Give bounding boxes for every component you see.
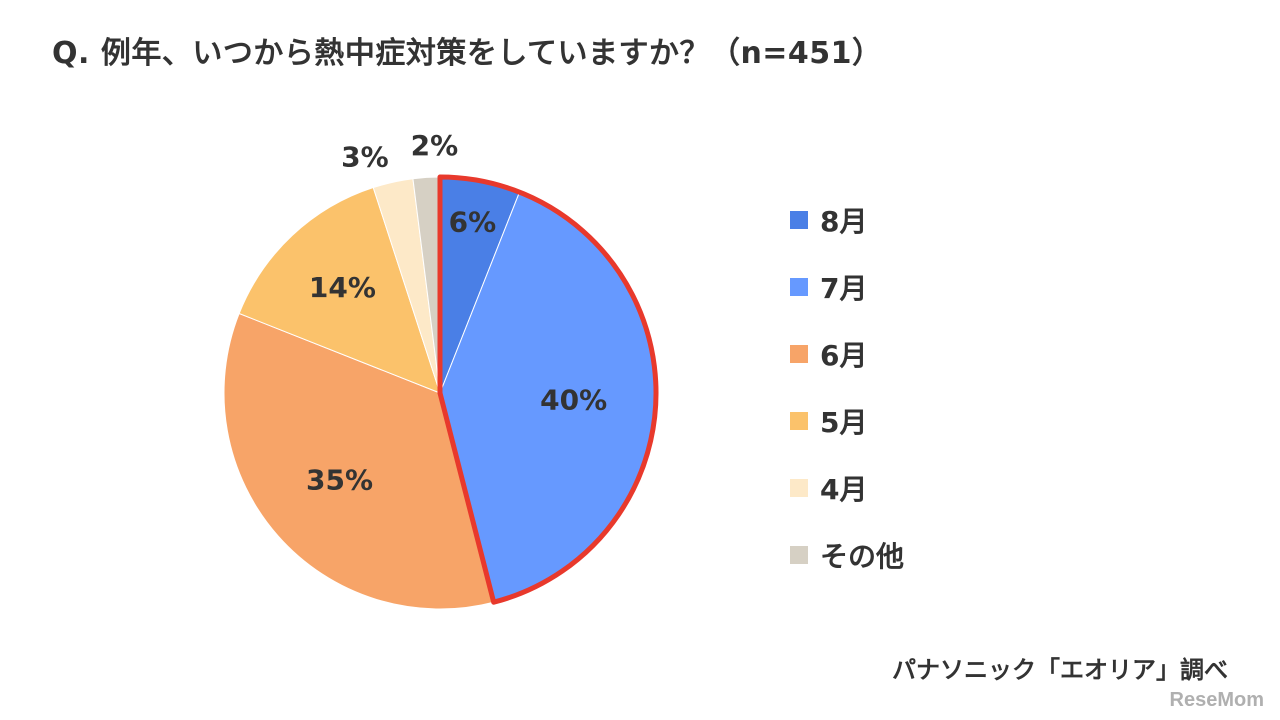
legend-swatch-2 — [790, 345, 808, 363]
resemom-logo: ReseMom — [1169, 689, 1264, 711]
legend-label-3: 5月 — [820, 406, 868, 439]
legend-item-2: 6月 — [790, 334, 1010, 374]
legend-swatch-3 — [790, 412, 808, 430]
legend-item-4: 4月 — [790, 468, 1010, 508]
legend-swatch-5 — [790, 546, 808, 564]
legend-label-1: 7月 — [820, 272, 868, 305]
data-label-2: 35% — [306, 464, 373, 497]
source-credit: パナソニック「エオリア」調べ — [892, 656, 1228, 684]
legend-swatch-0 — [790, 211, 808, 229]
pie-data-labels: 6% 40% 35% 14% 3% 2% — [306, 129, 607, 497]
chart-title: Q. 例年、いつから熱中症対策をしていますか？（n=451） — [52, 36, 883, 71]
legend-item-1: 7月 — [790, 267, 1010, 307]
legend-label-4: 4月 — [820, 473, 868, 506]
data-label-1: 40% — [540, 383, 607, 416]
data-label-3: 14% — [309, 271, 376, 304]
legend: 8月 7月 6月 5月 4月 その他 — [790, 200, 1010, 602]
legend-label-5: その他 — [820, 540, 905, 573]
legend-swatch-4 — [790, 479, 808, 497]
legend-label-0: 8月 — [820, 205, 868, 238]
legend-swatch-1 — [790, 278, 808, 296]
legend-item-5: その他 — [790, 535, 1010, 575]
pie-slices — [223, 176, 657, 610]
legend-item-3: 5月 — [790, 401, 1010, 441]
pie-slice-2 — [223, 312, 495, 610]
legend-label-2: 6月 — [820, 339, 868, 372]
data-label-0: 6% — [449, 205, 497, 238]
legend-item-0: 8月 — [790, 200, 1010, 240]
data-label-4: 3% — [341, 140, 389, 173]
highlight-outline — [437, 174, 659, 605]
data-label-5: 2% — [411, 129, 459, 162]
